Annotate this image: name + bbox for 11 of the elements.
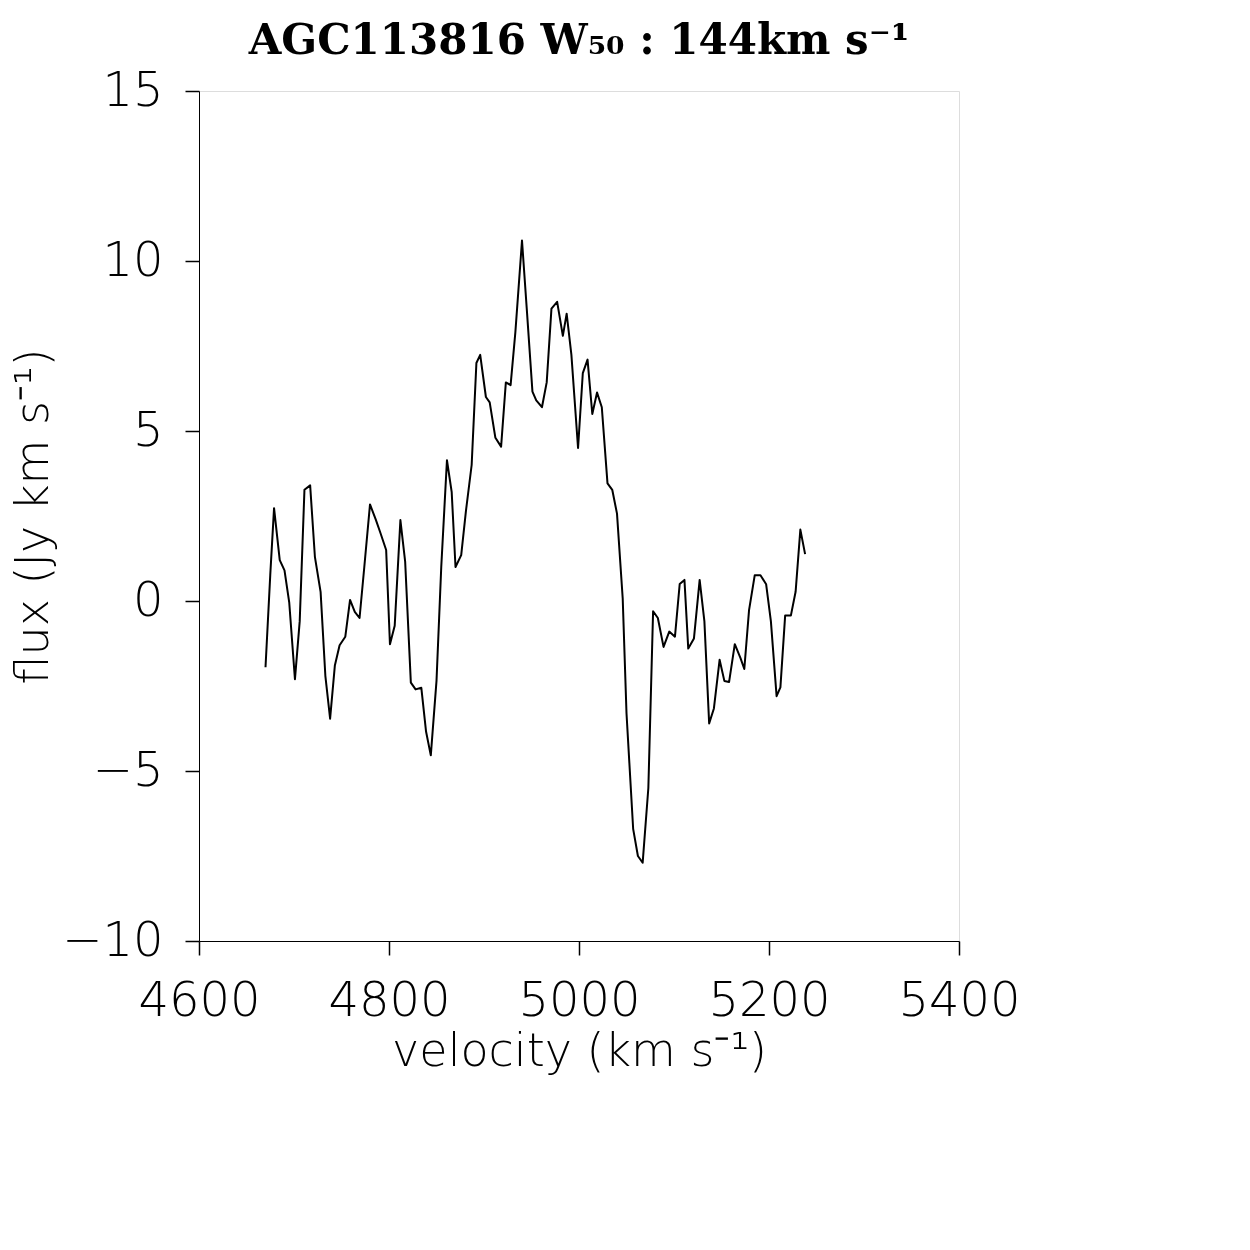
y-tick-label: 10	[102, 230, 164, 287]
y-tick-label: 15	[102, 60, 164, 117]
chart-title: AGC113816 W₅₀ : 144km s⁻¹	[247, 15, 910, 64]
y-axis-title: flux (Jy km s⁻¹)	[5, 348, 60, 685]
y-tick-label: −5	[92, 740, 164, 797]
y-tick-label: −10	[62, 910, 164, 967]
x-tick-label: 5400	[898, 970, 1021, 1027]
x-tick-label: 4600	[138, 970, 261, 1027]
y-tick-label: 5	[132, 400, 164, 457]
line-series	[264, 239, 807, 864]
y-tick-label: 0	[132, 570, 164, 627]
